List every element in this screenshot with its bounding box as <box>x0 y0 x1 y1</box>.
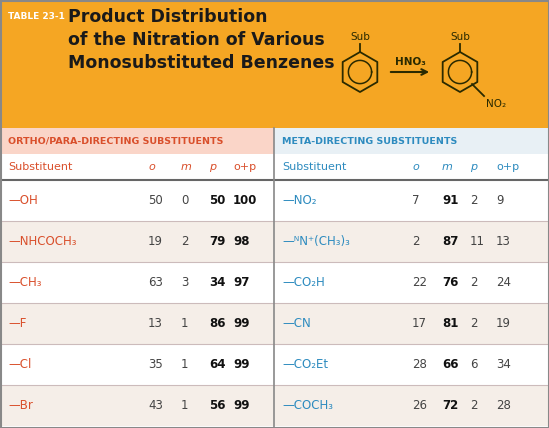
Text: 19: 19 <box>496 317 511 330</box>
Text: ORTHO/PARA-DIRECTING SUBSTITUENTS: ORTHO/PARA-DIRECTING SUBSTITUENTS <box>8 137 223 146</box>
Text: Substituent: Substituent <box>282 162 346 172</box>
Bar <box>0 385 549 426</box>
Text: 97: 97 <box>233 276 249 289</box>
Text: 81: 81 <box>442 317 458 330</box>
Text: 79: 79 <box>209 235 226 248</box>
Text: 99: 99 <box>233 399 249 412</box>
Text: 100: 100 <box>233 194 257 207</box>
Text: 6: 6 <box>470 358 478 371</box>
Text: TABLE 23-1: TABLE 23-1 <box>8 12 65 21</box>
Text: 11: 11 <box>470 235 485 248</box>
Text: —CN: —CN <box>282 317 311 330</box>
Text: 63: 63 <box>148 276 163 289</box>
Text: o: o <box>412 162 419 172</box>
Bar <box>0 303 549 344</box>
Text: —CO₂Et: —CO₂Et <box>282 358 328 371</box>
Text: 2: 2 <box>470 399 478 412</box>
Text: 1: 1 <box>181 317 188 330</box>
Bar <box>274 128 549 154</box>
Text: 43: 43 <box>148 399 163 412</box>
Text: Sub: Sub <box>350 32 370 42</box>
Text: 56: 56 <box>209 399 226 412</box>
Text: 2: 2 <box>181 235 188 248</box>
Text: p: p <box>470 162 477 172</box>
Text: —CO₂H: —CO₂H <box>282 276 325 289</box>
Text: 98: 98 <box>233 235 249 248</box>
Text: 34: 34 <box>496 358 511 371</box>
Bar <box>0 128 274 154</box>
Bar <box>0 262 549 303</box>
Text: 91: 91 <box>442 194 458 207</box>
Bar <box>0 0 549 128</box>
Text: 2: 2 <box>412 235 419 248</box>
Text: 1: 1 <box>181 399 188 412</box>
Text: o+p: o+p <box>233 162 256 172</box>
Text: —ᴺN⁺(CH₃)₃: —ᴺN⁺(CH₃)₃ <box>282 235 350 248</box>
Text: 13: 13 <box>496 235 511 248</box>
Text: 24: 24 <box>496 276 511 289</box>
Text: 2: 2 <box>470 194 478 207</box>
Text: 3: 3 <box>181 276 188 289</box>
Text: 17: 17 <box>412 317 427 330</box>
Text: m: m <box>442 162 453 172</box>
Text: 19: 19 <box>148 235 163 248</box>
Text: 2: 2 <box>470 317 478 330</box>
Text: p: p <box>209 162 216 172</box>
Text: 64: 64 <box>209 358 226 371</box>
Text: 76: 76 <box>442 276 458 289</box>
Text: 28: 28 <box>412 358 427 371</box>
Bar <box>0 180 549 221</box>
Text: 87: 87 <box>442 235 458 248</box>
Text: 0: 0 <box>181 194 188 207</box>
Text: 7: 7 <box>412 194 419 207</box>
Text: 50: 50 <box>209 194 226 207</box>
Text: 26: 26 <box>412 399 427 412</box>
Text: —OH: —OH <box>8 194 38 207</box>
Text: —Cl: —Cl <box>8 358 31 371</box>
Text: 13: 13 <box>148 317 163 330</box>
Text: —Br: —Br <box>8 399 33 412</box>
Text: 34: 34 <box>209 276 226 289</box>
Text: 99: 99 <box>233 317 249 330</box>
Text: 28: 28 <box>496 399 511 412</box>
Text: —F: —F <box>8 317 26 330</box>
Text: NO₂: NO₂ <box>486 99 506 109</box>
Text: 22: 22 <box>412 276 427 289</box>
Text: 66: 66 <box>442 358 458 371</box>
Text: 1: 1 <box>181 358 188 371</box>
Text: HNO₃: HNO₃ <box>395 57 425 67</box>
Text: —CH₃: —CH₃ <box>8 276 42 289</box>
Text: —COCH₃: —COCH₃ <box>282 399 333 412</box>
Bar <box>0 154 549 180</box>
Text: m: m <box>181 162 192 172</box>
Text: Product Distribution
of the Nitration of Various
Monosubstituted Benzenes: Product Distribution of the Nitration of… <box>68 8 335 72</box>
Text: —NHCOCH₃: —NHCOCH₃ <box>8 235 76 248</box>
Text: 99: 99 <box>233 358 249 371</box>
Text: META-DIRECTING SUBSTITUENTS: META-DIRECTING SUBSTITUENTS <box>282 137 457 146</box>
Text: o+p: o+p <box>496 162 519 172</box>
Text: 9: 9 <box>496 194 503 207</box>
Text: 50: 50 <box>148 194 163 207</box>
Text: 2: 2 <box>470 276 478 289</box>
Text: —NO₂: —NO₂ <box>282 194 317 207</box>
Text: 86: 86 <box>209 317 226 330</box>
Text: Sub: Sub <box>450 32 470 42</box>
Bar <box>0 221 549 262</box>
Text: o: o <box>148 162 155 172</box>
Bar <box>0 344 549 385</box>
Text: Substituent: Substituent <box>8 162 72 172</box>
Text: 72: 72 <box>442 399 458 412</box>
Text: 35: 35 <box>148 358 163 371</box>
